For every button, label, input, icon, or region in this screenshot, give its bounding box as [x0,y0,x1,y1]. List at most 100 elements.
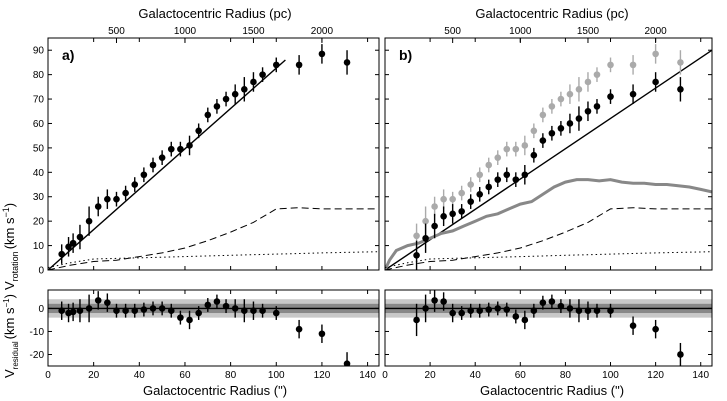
ar-data-point [177,314,184,321]
b-data-point [431,222,438,230]
br-data-point [593,307,601,315]
ar-y-tick-label: -10 [30,327,45,338]
b-data-point [566,120,574,127]
a-data-point [85,217,93,225]
br-data-point [557,302,565,310]
br-data-point [458,309,465,317]
ar-data-point [241,307,248,315]
ar-x-tick-label: 40 [134,370,146,381]
b-data-point [521,142,529,149]
b-data-point [652,78,659,86]
b-data-point [494,176,502,183]
ar-data-point [259,307,266,315]
a-data-point [158,154,166,161]
b-data-point [485,161,493,169]
br-data-point [652,325,659,333]
a-top-tick-label: 2000 [311,26,334,37]
ar-y-tick-label: -20 [30,350,45,361]
b-data-point [548,129,556,137]
b-data-point [530,127,538,135]
ar-plot-area [48,291,379,366]
ylabel-main-unit: (km s [2,217,17,249]
b-data-point [449,210,456,218]
br-x-tick-label: 100 [602,370,619,381]
br-plot-area [385,290,712,366]
ar-x-tick-label: 0 [45,370,51,381]
a-data-point [272,61,280,69]
br-x-tick-label: 80 [560,370,572,381]
ar-data-point [85,305,93,312]
a-data-point [231,90,239,98]
panel-a-main: 0 10 20 30 40 50 60 70 80 90 500 1000 1500 2000 a) [33,26,380,277]
ar-data-point [186,316,193,324]
a-data-point [195,127,202,135]
b-data-point [458,208,465,215]
br-data-point [413,316,420,324]
br-x-tick-label: 140 [692,370,709,381]
b-data-point [512,176,520,183]
ar-x-tick-label: 20 [88,370,100,381]
ar-x-tick-label: 120 [314,370,331,381]
y-axis-label-main: Vrotation (km s−1) [1,203,20,290]
a-data-point [65,243,72,251]
ar-data-point [69,308,77,316]
b-data-point [449,195,456,203]
b-data-point [593,71,601,78]
a-y-tick-label: 20 [33,217,45,228]
b-top-tick-label: 1000 [509,26,532,37]
br-data-point [440,298,447,305]
a-data-point [113,195,120,203]
a-top-tick-label: 1500 [242,26,265,37]
br-data-point [503,306,511,313]
ar-data-point [195,309,202,317]
br-x-tick-label: 40 [470,370,482,381]
br-data-point [467,307,474,315]
a-data-point [295,61,303,69]
b-data-point [440,195,447,203]
b-line-solid-3 [385,178,712,270]
a-plot-area [48,44,379,270]
ylabel-main-close: ) [2,203,17,207]
b-data-point [503,171,511,179]
a-y-tick-label: 90 [33,46,45,57]
b-data-point [539,111,547,119]
a-data-point [76,233,84,241]
b-line-dotted-5 [385,251,712,269]
b-plot-area [385,44,712,270]
a-data-point [69,239,77,247]
a-data-point [122,189,129,197]
b-data-point [512,145,520,153]
br-data-point [512,313,520,320]
bottom-axis-label-a: Galactocentric Radius (") [143,383,287,398]
a-frame [47,37,380,271]
ylabel-res-sub: residual [11,341,20,369]
br-data-point [584,307,592,315]
b-data-point [476,190,484,198]
ar-data-point [113,307,120,315]
a-data-point [259,71,266,78]
b-data-point [607,93,614,100]
b-top-tick-label: 1500 [577,26,600,37]
br-x-tick-label: 120 [647,370,664,381]
br-data-point [521,316,529,324]
a-data-point [222,95,230,103]
b-data-point [458,189,465,197]
a-top-tick-label: 1000 [174,26,197,37]
br-x-tick-label: 60 [515,370,527,381]
ar-frame [47,289,380,367]
y-axis-label-res: Vresidual (km s−1) [2,294,20,378]
ar-y-tick-label: 0 [38,304,44,315]
b-panel-label: b) [399,47,412,63]
ar-data-point [131,307,139,315]
ar-data-point [204,301,212,309]
br-data-point [449,309,456,317]
ylabel-res-unit: (km s [2,307,17,339]
bottom-axis-label-b: Galactocentric Radius (") [480,383,624,398]
br-data-point [607,307,614,315]
a-y-tick-label: 30 [33,192,45,203]
a-line-solid-1 [48,59,286,270]
b-data-point [494,154,502,161]
a-data-point [58,250,65,258]
a-data-point [104,195,111,203]
